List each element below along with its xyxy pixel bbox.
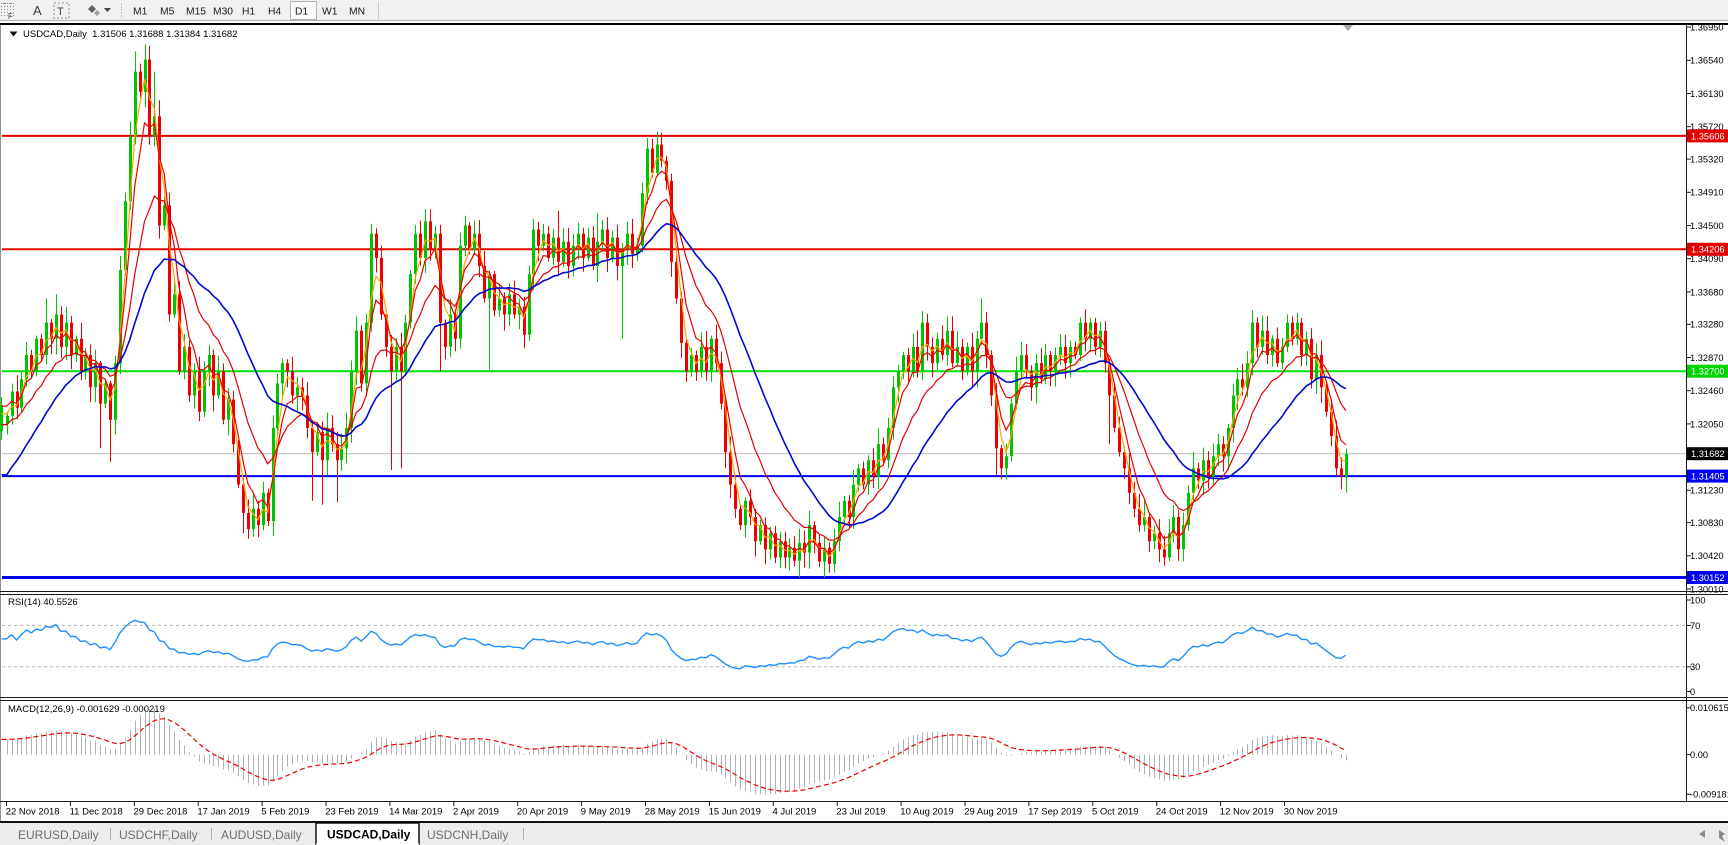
svg-text:70: 70 [1690,621,1700,631]
svg-text:W1: W1 [322,7,338,18]
svg-text:1.35720: 1.35720 [1690,122,1724,132]
svg-text:0: 0 [1690,687,1695,697]
svg-text:M5: M5 [160,7,175,18]
svg-text:1.31230: 1.31230 [1690,486,1724,496]
svg-text:17 Jan 2019: 17 Jan 2019 [197,807,249,818]
svg-text:MN: MN [349,7,365,18]
svg-text:5 Feb 2019: 5 Feb 2019 [261,807,309,818]
svg-text:USDCNH,Daily: USDCNH,Daily [427,828,508,842]
svg-text:1.30420: 1.30420 [1690,551,1724,561]
svg-text:H4: H4 [268,7,281,18]
svg-text:22 Nov 2018: 22 Nov 2018 [6,807,60,818]
svg-text:29 Dec 2018: 29 Dec 2018 [134,807,188,818]
svg-text:4 Jul 2019: 4 Jul 2019 [773,807,817,818]
svg-text:M30: M30 [213,7,233,18]
svg-text:2 Apr 2019: 2 Apr 2019 [453,807,499,818]
svg-text:1.31405: 1.31405 [1691,472,1725,482]
svg-text:1.34910: 1.34910 [1690,188,1724,198]
svg-text:D1: D1 [295,7,308,18]
svg-text:29 Aug 2019: 29 Aug 2019 [964,807,1017,818]
svg-text:1.33280: 1.33280 [1690,320,1724,330]
svg-text:H1: H1 [242,7,255,18]
svg-text:1.31682: 1.31682 [1691,449,1725,459]
svg-text:15 Jun 2019: 15 Jun 2019 [709,807,761,818]
svg-text:F: F [8,12,13,21]
svg-text:M15: M15 [186,7,206,18]
svg-text:USDCAD,Daily 1.31506 1.31688: USDCAD,Daily 1.31506 1.31688 1.31384 1.3… [23,29,237,40]
svg-text:A: A [33,3,42,18]
svg-text:30: 30 [1690,662,1700,672]
svg-text:-0.009181: -0.009181 [1690,790,1728,800]
svg-text:USDCHF,Daily: USDCHF,Daily [119,828,198,842]
svg-text:1.33680: 1.33680 [1690,287,1724,297]
svg-text:1.34500: 1.34500 [1690,221,1724,231]
svg-text:M1: M1 [133,7,148,18]
svg-text:1.32460: 1.32460 [1690,386,1724,396]
svg-text:RSI(14) 40.5526: RSI(14) 40.5526 [8,597,78,608]
svg-text:T: T [57,6,64,18]
svg-text:USDCAD,Daily: USDCAD,Daily [327,828,411,842]
svg-text:1.34090: 1.34090 [1690,254,1724,264]
svg-text:10 Aug 2019: 10 Aug 2019 [900,807,953,818]
svg-text:1.32050: 1.32050 [1690,419,1724,429]
svg-text:17 Sep 2019: 17 Sep 2019 [1028,807,1082,818]
svg-text:20 Apr 2019: 20 Apr 2019 [517,807,568,818]
svg-text:EURUSD,Daily: EURUSD,Daily [18,828,99,842]
svg-text:1.35606: 1.35606 [1691,131,1725,141]
svg-text:0.010615: 0.010615 [1690,703,1728,713]
svg-text:23 Feb 2019: 23 Feb 2019 [325,807,378,818]
svg-text:1.35320: 1.35320 [1690,155,1724,165]
svg-text:1.30152: 1.30152 [1691,573,1725,583]
svg-text:1.32700: 1.32700 [1691,367,1725,377]
svg-text:1.36130: 1.36130 [1690,89,1724,99]
svg-text:AUDUSD,Daily: AUDUSD,Daily [221,828,302,842]
svg-text:11 Dec 2018: 11 Dec 2018 [70,807,123,818]
svg-text:0.00: 0.00 [1690,750,1708,760]
svg-text:100: 100 [1690,595,1706,605]
svg-text:12 Nov 2019: 12 Nov 2019 [1220,807,1274,818]
svg-text:1.36540: 1.36540 [1690,56,1724,66]
svg-text:MACD(12,26,9) -0.001629 -0.000: MACD(12,26,9) -0.001629 -0.000219 [8,704,165,715]
svg-text:14 Mar 2019: 14 Mar 2019 [389,807,442,818]
svg-text:1.30830: 1.30830 [1690,518,1724,528]
svg-text:9 May 2019: 9 May 2019 [581,807,631,818]
svg-text:28 May 2019: 28 May 2019 [645,807,700,818]
svg-text:1.30010: 1.30010 [1690,584,1724,594]
svg-text:1.36950: 1.36950 [1690,23,1724,33]
svg-text:24 Oct 2019: 24 Oct 2019 [1156,807,1208,818]
svg-text:5 Oct 2019: 5 Oct 2019 [1092,807,1138,818]
svg-text:1.34206: 1.34206 [1691,245,1725,255]
svg-text:30 Nov 2019: 30 Nov 2019 [1284,807,1338,818]
svg-text:1.32870: 1.32870 [1690,353,1724,363]
svg-text:23 Jul 2019: 23 Jul 2019 [836,807,885,818]
